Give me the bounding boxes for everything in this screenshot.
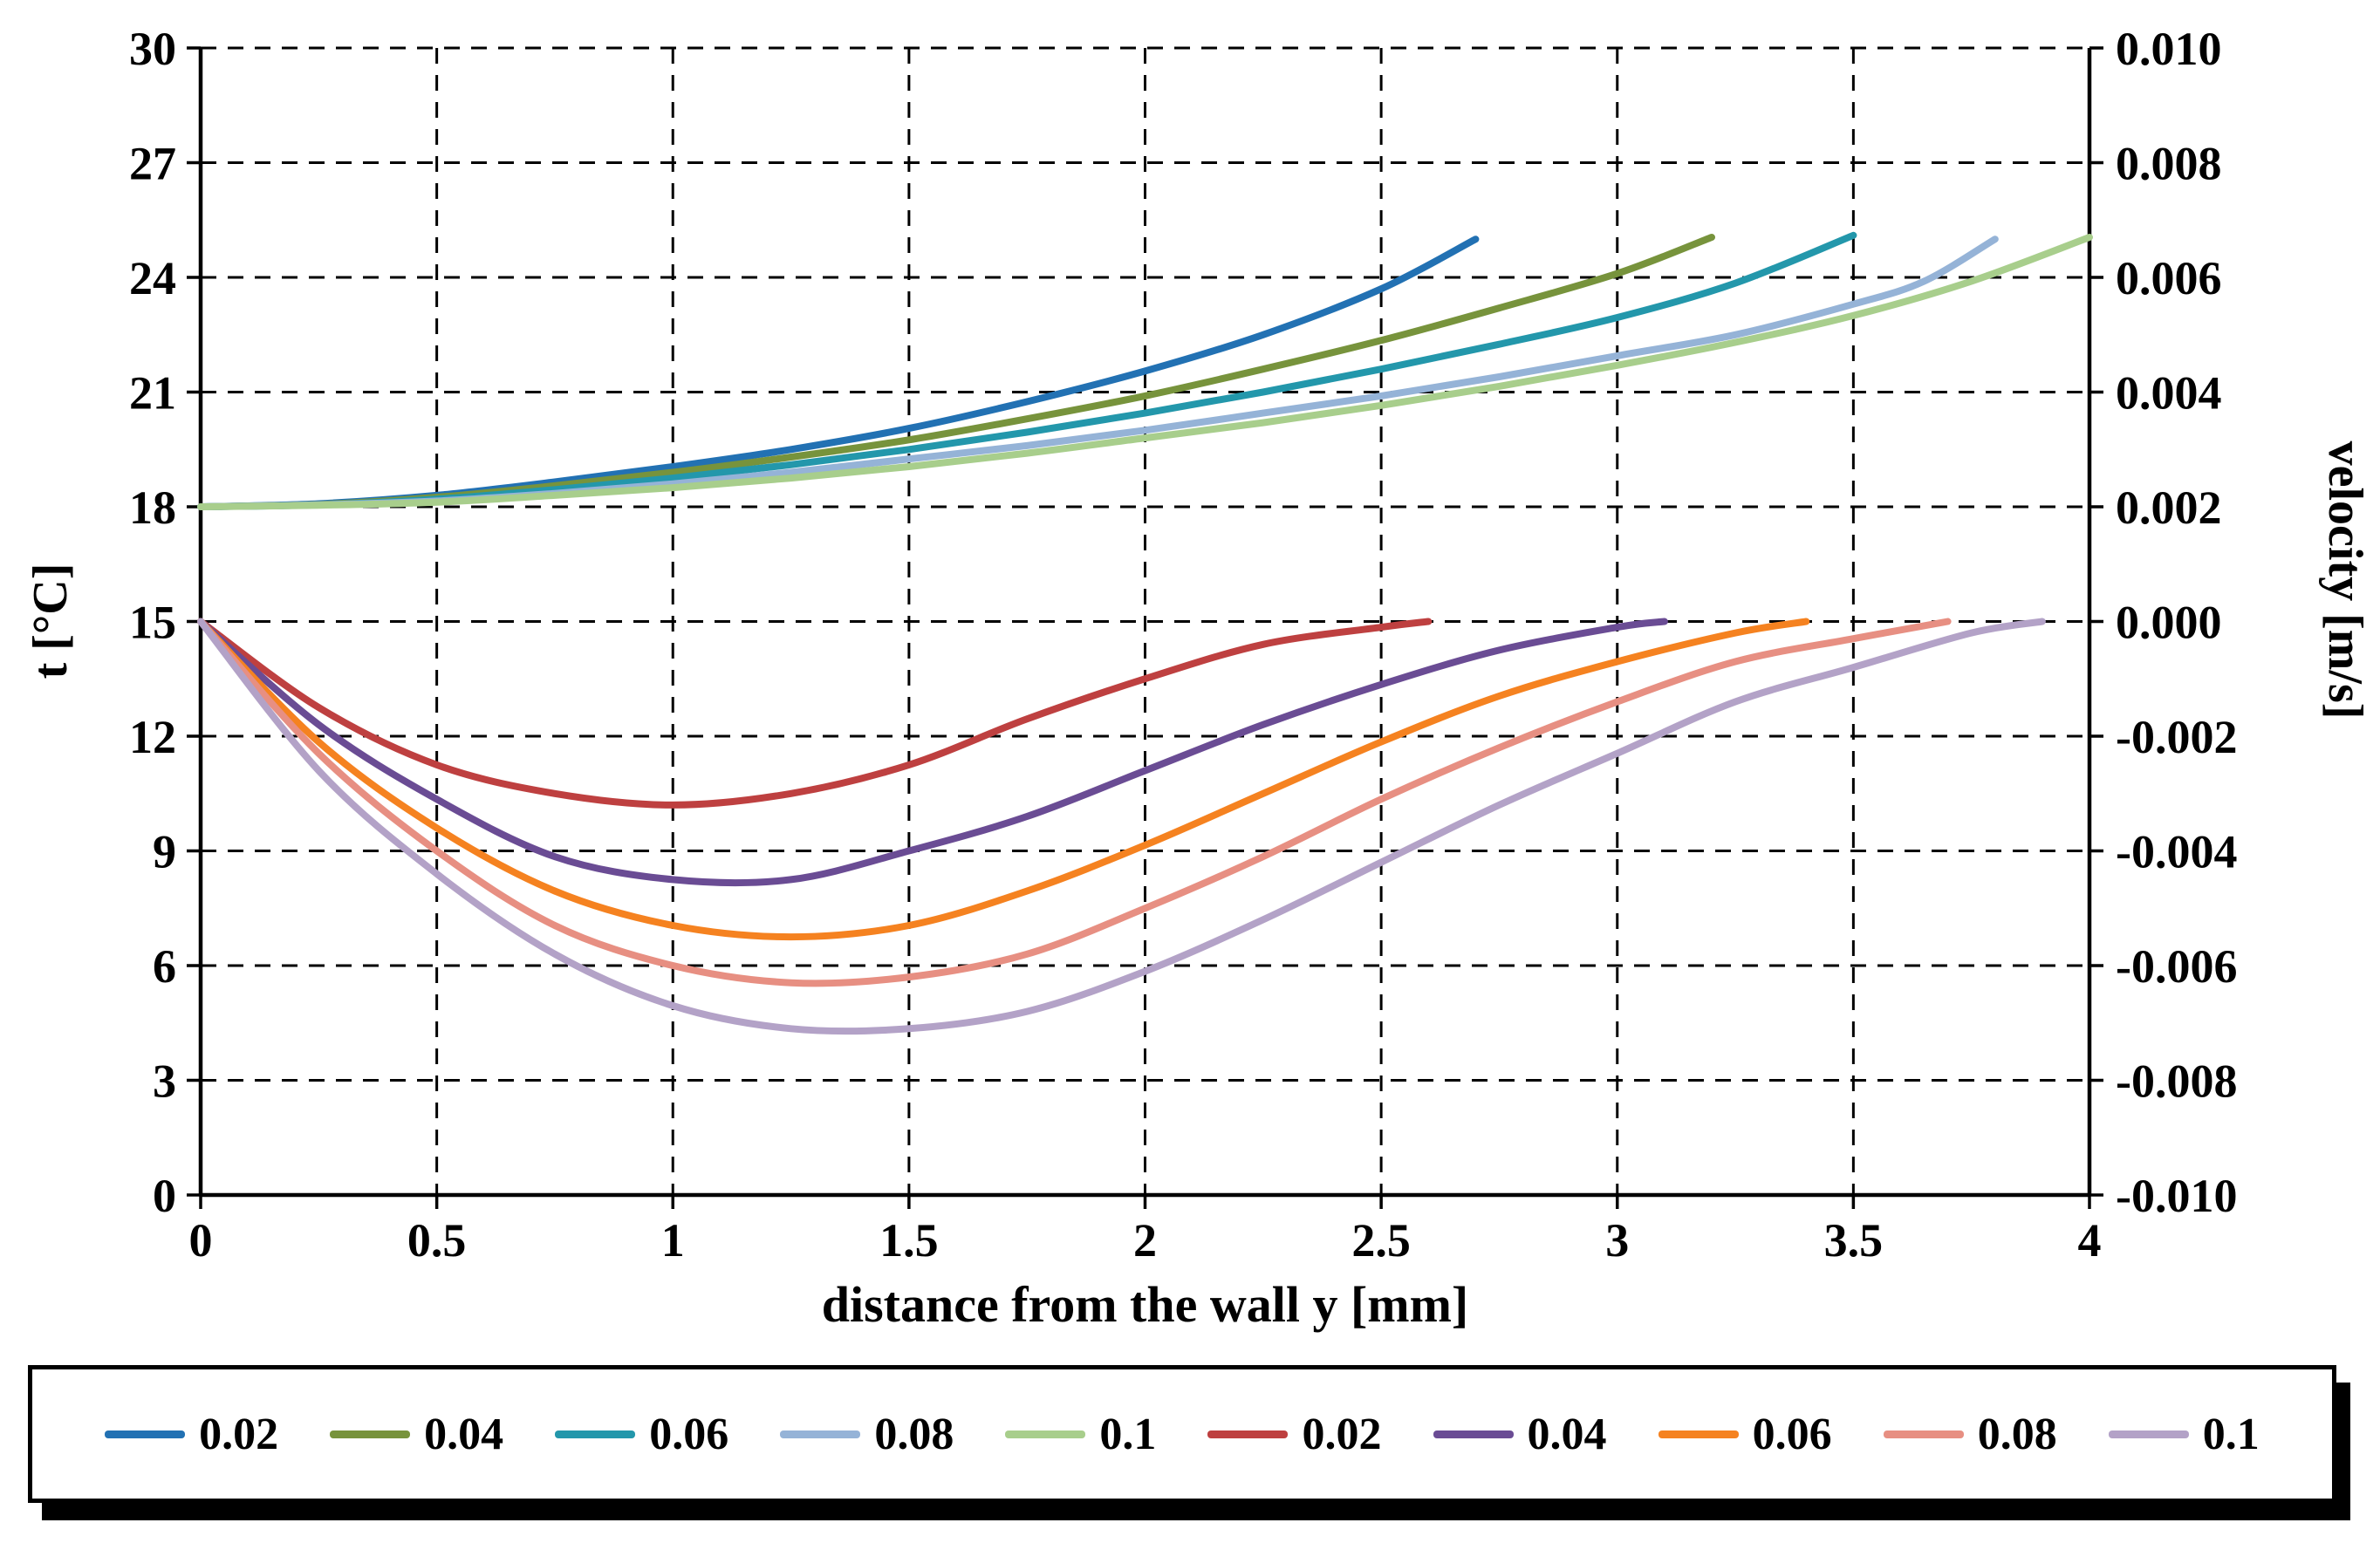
left-tick-label: 3 [153,1055,176,1108]
legend-label: 0.06 [1752,1409,1832,1459]
right-tick-label: 0.010 [2116,23,2222,75]
legend-label: 0.04 [1527,1409,1607,1459]
legend-item-temperature-0.1: 0.1 [1005,1409,1156,1460]
legend-swatch-icon [1883,1430,1964,1438]
x-axis-title: distance from the wall y [mm] [821,1276,1469,1333]
left-tick-label: 21 [129,367,176,420]
x-tick-label: 1.5 [879,1214,939,1265]
left-tick-label: 18 [129,481,176,534]
right-axis-title: velocity [m/s] [2318,440,2372,720]
left-tick-label: 24 [129,252,176,304]
legend-swatch-icon [1658,1430,1739,1438]
series-line-velocity-0.02 [197,618,1433,809]
right-tick-label: 0.006 [2116,252,2222,304]
legend-swatch-icon [1005,1430,1086,1438]
series-line-velocity-0.1 [197,618,2046,1035]
series-line-temperature-0.1 [197,234,2093,510]
legend-item-temperature-0.02: 0.02 [105,1409,278,1460]
left-tick-label: 30 [129,23,176,75]
legend-label: 0.02 [199,1409,279,1459]
series-line-velocity-0.08 [197,618,1952,987]
x-tick-label: 3 [1605,1214,1629,1265]
right-tick-label: -0.006 [2116,940,2237,993]
legend-item-temperature-0.04: 0.04 [330,1409,503,1460]
legend-swatch-icon [780,1430,861,1438]
left-tick-label: 6 [153,940,176,993]
legend-label: 0.08 [1977,1409,2057,1459]
right-tick-label: 0.000 [2116,597,2222,649]
legend-swatch-icon [1433,1430,1514,1438]
plot-area: 0 0.5 1 1.5 2 2.5 3 3.5 4 0 3 6 9 12 15 18 21 24 27 30 -0.01… [129,23,2237,1265]
legend-swatch-icon [2108,1430,2189,1438]
left-tick-label: 9 [153,826,176,878]
legend-label: 0.02 [1302,1409,1382,1459]
right-tick-label: 0.002 [2116,481,2222,534]
left-tick-label: 15 [129,597,176,649]
x-tick-label: 3.5 [1824,1214,1884,1265]
legend-item-velocity-0.06: 0.06 [1658,1409,1832,1460]
legend-item-velocity-0.04: 0.04 [1433,1409,1607,1460]
x-tick-label: 2 [1133,1214,1157,1265]
right-tick-label: 0.008 [2116,138,2222,190]
left-axis-title: t [°C] [24,563,78,679]
legend: 0.02 0.04 0.06 0.08 0.1 0.02 0.04 0.06 0.08 0.1 [28,1365,2336,1503]
x-tick-label: 4 [2078,1214,2102,1265]
legend-label: 0.08 [874,1409,954,1459]
series-line-velocity-0.06 [197,618,1810,941]
x-tick-label: 1 [661,1214,685,1265]
legend-swatch-icon [555,1430,636,1438]
series-line-temperature-0.08 [197,236,1999,510]
legend-label: 0.04 [424,1409,504,1459]
legend-item-velocity-0.02: 0.02 [1207,1409,1381,1460]
right-tick-label: -0.010 [2116,1170,2237,1222]
legend-item-velocity-0.1: 0.1 [2108,1409,2260,1460]
left-tick-label: 12 [129,711,176,763]
legend-label: 0.06 [649,1409,729,1459]
right-tick-label: -0.004 [2116,826,2237,878]
x-tick-label: 0 [189,1214,213,1265]
x-tick-label: 2.5 [1351,1214,1411,1265]
legend-item-velocity-0.08: 0.08 [1883,1409,2057,1460]
left-tick-label: 0 [153,1170,176,1222]
right-tick-label: -0.008 [2116,1055,2237,1108]
legend-label: 0.1 [2202,1409,2260,1459]
legend-swatch-icon [330,1430,411,1438]
right-tick-label: 0.004 [2116,367,2222,420]
legend-label: 0.1 [1099,1409,1157,1459]
legend-swatch-icon [1207,1430,1289,1438]
left-tick-label: 27 [129,138,176,190]
legend-swatch-icon [105,1430,186,1438]
series-line-velocity-0.04 [197,618,1668,887]
legend-item-temperature-0.06: 0.06 [555,1409,728,1460]
right-tick-label: -0.002 [2116,711,2237,763]
legend-item-temperature-0.08: 0.08 [780,1409,954,1460]
x-tick-label: 0.5 [407,1214,467,1265]
